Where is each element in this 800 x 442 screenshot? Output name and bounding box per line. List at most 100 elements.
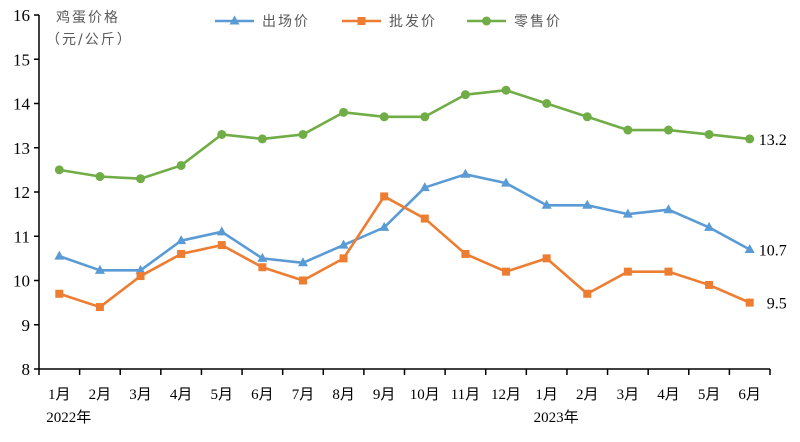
y-tick-label: 16	[13, 6, 30, 25]
series-layer: 10.7 9.5 13.2	[54, 85, 787, 313]
x-tick-label: 6月	[251, 387, 274, 403]
square-marker-icon	[502, 267, 511, 276]
x-tick-label: 2月	[89, 387, 112, 403]
circle-marker-icon	[542, 99, 552, 108]
legend-item-1: 出场价	[215, 14, 310, 30]
x-tick-label: 3月	[617, 387, 640, 403]
x-tick-label: 7月	[292, 387, 315, 403]
x-tick-label: 2月	[576, 387, 599, 403]
x-tick-label: 1月	[48, 387, 71, 403]
y-axis-unit-label: 鸡蛋价格 （元/公斤）	[46, 9, 133, 48]
circle-marker-icon	[257, 134, 267, 144]
circle-marker-icon	[420, 112, 430, 122]
triangle-marker-icon	[419, 182, 430, 192]
y-tick-label: 11	[14, 227, 30, 246]
year-label: 2022年	[46, 409, 91, 426]
circle-marker-icon	[298, 129, 308, 139]
y-tick-label: 8	[22, 360, 31, 379]
x-tick-label: 6月	[738, 387, 761, 403]
triangle-marker-icon	[135, 264, 146, 274]
x-tick-label: 11月	[451, 387, 480, 403]
series-line	[59, 88, 750, 181]
square-marker-icon	[583, 289, 592, 298]
square-marker-icon	[357, 17, 366, 25]
legend-item-3: 零售价	[467, 14, 562, 30]
circle-marker-icon	[136, 174, 146, 184]
triangle-marker-icon	[229, 15, 240, 25]
x-tick-label: 4月	[170, 387, 193, 403]
triangle-marker-icon	[704, 221, 715, 231]
circle-marker-icon	[501, 85, 511, 95]
triangle-marker-icon	[338, 239, 349, 249]
x-tick-label: 10月	[410, 387, 440, 403]
y-axis-title-line-2: （元/公斤）	[46, 32, 133, 48]
end-value-label: 9.5	[767, 296, 787, 313]
circle-marker-icon	[95, 172, 105, 182]
legend: 出场价 批发价 零售价	[215, 14, 562, 30]
triangle-marker-icon	[541, 199, 552, 209]
circle-marker-icon	[379, 112, 389, 122]
triangle-marker-icon	[663, 204, 674, 214]
series-line	[58, 173, 751, 272]
circle-marker-icon	[663, 125, 673, 135]
circle-marker-icon	[176, 160, 186, 170]
triangle-marker-icon	[622, 208, 633, 218]
square-marker-icon	[55, 289, 64, 298]
circle-marker-icon	[339, 107, 349, 117]
square-marker-icon	[217, 241, 226, 250]
series-2: 9.5	[55, 192, 787, 313]
legend-label: 批发价	[389, 14, 437, 30]
year-label: 2023年	[534, 409, 579, 426]
y-tick-label: 10	[13, 272, 30, 291]
y-tick-label: 15	[13, 50, 30, 69]
circle-marker-icon	[482, 16, 491, 26]
triangle-marker-icon	[460, 168, 471, 178]
square-marker-icon	[461, 249, 470, 258]
triangle-marker-icon	[379, 221, 390, 231]
y-tick-label: 13	[13, 139, 30, 158]
square-marker-icon	[623, 267, 632, 276]
y-tick-label: 14	[13, 95, 31, 114]
series-1: 10.7	[54, 168, 787, 274]
square-marker-icon	[380, 192, 389, 201]
end-value-label: 10.7	[759, 243, 787, 260]
circle-marker-icon	[54, 165, 64, 175]
series-3: 13.2	[54, 85, 787, 184]
x-tick-label: 5月	[210, 387, 233, 403]
legend-label: 零售价	[514, 14, 562, 30]
square-marker-icon	[420, 214, 429, 223]
circle-marker-icon	[623, 125, 633, 135]
circle-marker-icon	[217, 129, 227, 139]
triangle-marker-icon	[501, 177, 512, 187]
x-tick-label: 5月	[698, 387, 721, 403]
triangle-marker-icon	[94, 264, 105, 274]
square-marker-icon	[339, 254, 348, 263]
y-tick-label: 12	[13, 183, 30, 202]
triangle-marker-icon	[176, 235, 187, 245]
legend-label: 出场价	[262, 14, 310, 30]
x-tick-label: 4月	[657, 387, 680, 403]
square-marker-icon	[177, 249, 186, 258]
square-marker-icon	[705, 280, 714, 289]
triangle-marker-icon	[54, 250, 65, 260]
triangle-marker-icon	[297, 257, 308, 267]
square-marker-icon	[258, 263, 267, 272]
x-tick-label: 9月	[373, 387, 396, 403]
x-tick-label: 3月	[129, 387, 152, 403]
triangle-marker-icon	[257, 252, 268, 262]
triangle-marker-icon	[744, 244, 755, 254]
triangle-marker-icon	[582, 199, 593, 209]
square-marker-icon	[664, 267, 673, 276]
square-marker-icon	[745, 298, 754, 307]
square-marker-icon	[95, 303, 104, 312]
circle-marker-icon	[582, 112, 592, 122]
square-marker-icon	[136, 272, 145, 281]
circle-marker-icon	[745, 134, 755, 144]
x-axis: 1月 2月 3月 4月 5月 6月 7月 8月 9月 10月 11月 12月 1月 2月 3月 4月 5月 6月 2…	[38, 368, 771, 426]
triangle-marker-icon	[216, 226, 227, 236]
square-marker-icon	[298, 276, 307, 285]
series-line	[58, 195, 751, 309]
y-axis-title-line-1: 鸡蛋价格	[56, 9, 120, 26]
x-tick-label: 12月	[491, 387, 521, 403]
